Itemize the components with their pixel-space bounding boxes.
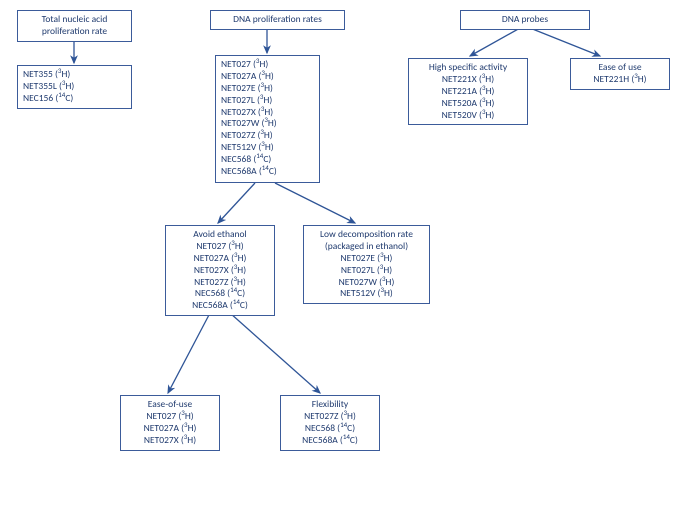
node-item: NET027A (3H) <box>221 71 314 83</box>
node-item: NET512V (3H) <box>309 288 424 300</box>
node-item: NET221H (3H) <box>576 74 664 86</box>
node-subtitle: (packaged in ethanol) <box>309 241 424 253</box>
node-item: NEC156 (14C) <box>23 93 126 105</box>
node-item: NET027X (3H) <box>126 435 214 447</box>
node-item: NET027 (3H) <box>126 411 214 423</box>
edge-avoid-to-eou2 <box>168 313 210 393</box>
node-item: NET221A (3H) <box>414 86 522 98</box>
node-eou2: Ease-of-useNET027 (3H)NET027A (3H)NET027… <box>120 395 220 451</box>
node-item: NET027X (3H) <box>171 265 269 277</box>
node-tna_list: NET355 (3H)NET355L (3H)NEC156 (14C) <box>17 65 132 109</box>
node-item: NET027L (3H) <box>221 95 314 107</box>
node-item: NET027A (3H) <box>126 423 214 435</box>
node-title: DNA proliferation rates <box>216 14 339 26</box>
edge-dna_rate_list-to-avoid <box>218 183 255 223</box>
edge-avoid-to-flex <box>230 313 320 393</box>
node-title: DNA probes <box>466 14 584 26</box>
node-hsa: High specific activityNET221X (3H)NET221… <box>408 58 528 125</box>
node-dna_rate_header: DNA proliferation rates <box>210 10 345 30</box>
node-dna_rate_list: NET027 (3H)NET027A (3H)NET027E (3H)NET02… <box>215 55 320 183</box>
node-avoid: Avoid ethanolNET027 (3H)NET027A (3H)NET0… <box>165 225 275 316</box>
node-item: NET027E (3H) <box>221 83 314 95</box>
node-item: NET221X (3H) <box>414 74 522 86</box>
node-item: NEC568A (14C) <box>171 300 269 312</box>
node-item: NEC568 (14C) <box>286 423 374 435</box>
node-item: NET027L (3H) <box>309 265 424 277</box>
node-flex: FlexibilityNET027Z (3H)NEC568 (14C)NEC56… <box>280 395 380 451</box>
node-item: NET520V (3H) <box>414 110 522 122</box>
edge-probes_header-to-hsa <box>470 28 520 56</box>
node-item: NET520A (3H) <box>414 98 522 110</box>
node-probes_header: DNA probes <box>460 10 590 30</box>
node-item: NET027Z (3H) <box>286 411 374 423</box>
edge-dna_rate_list-to-lowdecomp <box>275 183 355 223</box>
node-item: NET027A (3H) <box>171 253 269 265</box>
edge-probes_header-to-eou_probes <box>530 28 600 56</box>
node-item: NEC568A (14C) <box>221 166 314 178</box>
node-eou_probes: Ease of useNET221H (3H) <box>570 58 670 90</box>
node-item: NET027E (3H) <box>309 253 424 265</box>
node-item: NEC568A (14C) <box>286 435 374 447</box>
node-title: Total nucleic acid proliferation rate <box>23 14 126 38</box>
node-item: NET027 (3H) <box>171 241 269 253</box>
node-tna_header: Total nucleic acid proliferation rate <box>17 10 132 42</box>
node-lowdecomp: Low decomposition rate(packaged in ethan… <box>303 225 430 304</box>
node-item: NET355L (3H) <box>23 81 126 93</box>
